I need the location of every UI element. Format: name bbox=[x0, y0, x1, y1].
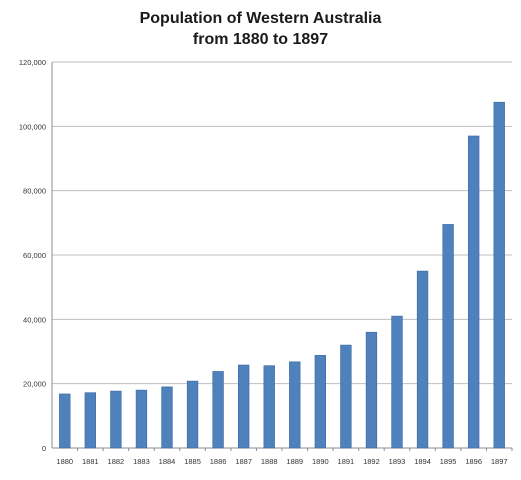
x-tick-label: 1889 bbox=[286, 457, 303, 466]
bar-1894 bbox=[416, 270, 429, 449]
bar-1893 bbox=[391, 315, 403, 449]
bar-1884 bbox=[161, 386, 173, 449]
x-tick-label: 1897 bbox=[491, 457, 508, 466]
x-tick-label: 1896 bbox=[465, 457, 482, 466]
x-tick-label: 1891 bbox=[338, 457, 355, 466]
y-tick-label: 20,000 bbox=[23, 380, 46, 389]
x-tick-label: 1883 bbox=[133, 457, 150, 466]
bar-1895 bbox=[442, 224, 454, 449]
x-tick-label: 1881 bbox=[82, 457, 99, 466]
bar-1890 bbox=[314, 355, 327, 449]
x-tick-label: 1885 bbox=[184, 457, 201, 466]
bar-1896 bbox=[467, 135, 480, 449]
bar-1885 bbox=[186, 380, 199, 449]
bar-1892 bbox=[365, 331, 378, 449]
x-tick-label: 1890 bbox=[312, 457, 329, 466]
x-tick-label: 1894 bbox=[414, 457, 431, 466]
x-tick-label: 1882 bbox=[108, 457, 125, 466]
x-tick-label: 1895 bbox=[440, 457, 457, 466]
y-tick-label: 120,000 bbox=[19, 58, 46, 67]
x-tick-label: 1888 bbox=[261, 457, 278, 466]
x-tick-label: 1886 bbox=[210, 457, 227, 466]
bar-1888 bbox=[263, 365, 275, 449]
x-tick-label: 1884 bbox=[159, 457, 176, 466]
chart-title: Population of Western Australia from 188… bbox=[0, 8, 521, 50]
x-tick-label: 1880 bbox=[56, 457, 73, 466]
bar-1891 bbox=[340, 344, 352, 449]
bar-1883 bbox=[135, 389, 148, 449]
bar-1889 bbox=[289, 361, 301, 449]
bar-1887 bbox=[238, 364, 250, 449]
x-tick-label: 1887 bbox=[235, 457, 252, 466]
y-tick-label: 40,000 bbox=[23, 315, 46, 324]
bar-1882 bbox=[110, 390, 122, 449]
x-tick-label: 1892 bbox=[363, 457, 380, 466]
chart-title-line-2: from 1880 to 1897 bbox=[192, 31, 329, 48]
chart-title-line-1: Population of Western Australia bbox=[139, 10, 382, 27]
bar-1881 bbox=[84, 392, 97, 449]
y-tick-label: 60,000 bbox=[23, 251, 46, 260]
y-tick-label: 80,000 bbox=[23, 187, 46, 196]
y-tick-label: 100,000 bbox=[19, 122, 46, 131]
bar-1897 bbox=[493, 101, 505, 449]
bar-1886 bbox=[212, 371, 224, 449]
y-tick-label: 0 bbox=[42, 444, 46, 453]
bar-1880 bbox=[59, 393, 71, 449]
x-tick-label: 1893 bbox=[389, 457, 406, 466]
